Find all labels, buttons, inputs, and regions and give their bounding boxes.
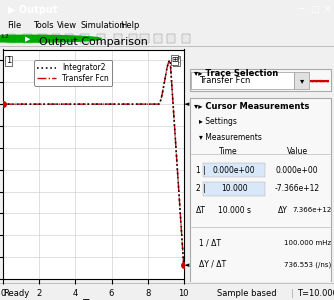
Text: T=10.000: T=10.000 <box>297 289 334 298</box>
Text: 0.000e+00: 0.000e+00 <box>276 166 319 175</box>
X-axis label: Time: Time <box>81 299 106 300</box>
Text: Help: Help <box>120 21 140 30</box>
Transfer Fcn <box>182 263 186 267</box>
Text: 100.000 mHz: 100.000 mHz <box>284 240 331 246</box>
Transfer Fcn <box>1 102 5 106</box>
Bar <box>80 34 89 43</box>
Transfer Fcn <box>111 102 115 106</box>
FancyBboxPatch shape <box>203 182 265 196</box>
Integrator2 <box>182 263 186 267</box>
Integrator2 <box>168 58 172 62</box>
Text: ◄: ◄ <box>184 101 189 107</box>
Text: ΔY / ΔT: ΔY / ΔT <box>199 260 226 269</box>
Bar <box>97 34 105 43</box>
Text: 2: 2 <box>174 56 179 65</box>
Bar <box>154 34 162 43</box>
Integrator2 <box>138 102 142 106</box>
FancyBboxPatch shape <box>190 98 331 282</box>
Text: ▾: ▾ <box>300 76 304 85</box>
Transfer Fcn <box>157 102 161 106</box>
Text: 1 |: 1 | <box>196 166 206 175</box>
FancyBboxPatch shape <box>191 72 294 89</box>
Text: ▸ Settings: ▸ Settings <box>199 117 237 126</box>
Integrator2 <box>1 102 5 106</box>
Integrator2 <box>106 102 110 106</box>
Text: ▾▸ Trace Selection: ▾▸ Trace Selection <box>194 69 279 78</box>
Transfer Fcn <box>106 102 110 106</box>
Bar <box>23 34 32 43</box>
Circle shape <box>0 35 101 42</box>
Text: Sample based: Sample based <box>217 289 277 298</box>
Text: ─: ─ <box>298 5 303 14</box>
Title: Output Comparison: Output Comparison <box>39 37 148 47</box>
Transfer Fcn <box>12 102 16 106</box>
Text: ✕: ✕ <box>324 5 331 14</box>
FancyBboxPatch shape <box>190 69 331 91</box>
Text: 0.000e+00: 0.000e+00 <box>213 166 256 175</box>
Bar <box>129 34 137 43</box>
Bar <box>167 34 175 43</box>
Text: 736.553 (/ns): 736.553 (/ns) <box>284 261 331 268</box>
Text: Ready: Ready <box>3 289 30 298</box>
Text: 1 / ΔT: 1 / ΔT <box>199 238 221 247</box>
Bar <box>140 34 149 43</box>
Text: 10.000: 10.000 <box>221 184 247 194</box>
Text: ΔY: ΔY <box>278 206 288 215</box>
Integrator2 <box>12 102 16 106</box>
Text: Tools: Tools <box>33 21 54 30</box>
Line: Transfer Fcn: Transfer Fcn <box>3 60 184 265</box>
FancyBboxPatch shape <box>203 163 265 177</box>
Transfer Fcn <box>116 102 120 106</box>
Text: -7.366e+12: -7.366e+12 <box>275 184 320 194</box>
Text: ▾ Measurements: ▾ Measurements <box>199 133 262 142</box>
Transfer Fcn <box>168 58 172 62</box>
Integrator2 <box>116 102 120 106</box>
Text: 2 |: 2 | <box>196 184 206 194</box>
Bar <box>182 34 190 43</box>
Bar <box>52 34 60 43</box>
Text: View: View <box>57 21 77 30</box>
Text: $\times\!10^{12}$: $\times\!10^{12}$ <box>0 32 9 45</box>
Text: 10.000 s: 10.000 s <box>217 206 250 215</box>
Bar <box>114 34 122 43</box>
Text: Time: Time <box>219 147 237 156</box>
Integrator2 <box>157 102 161 106</box>
Text: ⊞: ⊞ <box>172 55 178 64</box>
Text: ▶: ▶ <box>25 36 30 42</box>
Text: □: □ <box>310 5 318 14</box>
Text: Simulation: Simulation <box>80 21 125 30</box>
Text: ▾▸ Cursor Measurements: ▾▸ Cursor Measurements <box>194 102 310 111</box>
FancyBboxPatch shape <box>294 72 309 89</box>
Text: ◄: ◄ <box>184 262 189 268</box>
Bar <box>38 34 47 43</box>
Text: ΔT: ΔT <box>196 206 206 215</box>
Integrator2 <box>111 102 115 106</box>
Bar <box>65 34 73 43</box>
Text: File: File <box>7 21 21 30</box>
Legend: Integrator2, Transfer Fcn: Integrator2, Transfer Fcn <box>34 60 112 86</box>
Text: Value: Value <box>287 147 308 156</box>
Line: Integrator2: Integrator2 <box>3 60 184 265</box>
Bar <box>7 34 15 43</box>
Text: 7.366e+12: 7.366e+12 <box>292 207 332 213</box>
Text: 1: 1 <box>6 56 11 65</box>
Text: |: | <box>291 289 294 298</box>
Text: ▶ Output: ▶ Output <box>8 5 58 15</box>
Transfer Fcn <box>138 102 142 106</box>
Text: Transfer Fcn: Transfer Fcn <box>199 76 250 85</box>
